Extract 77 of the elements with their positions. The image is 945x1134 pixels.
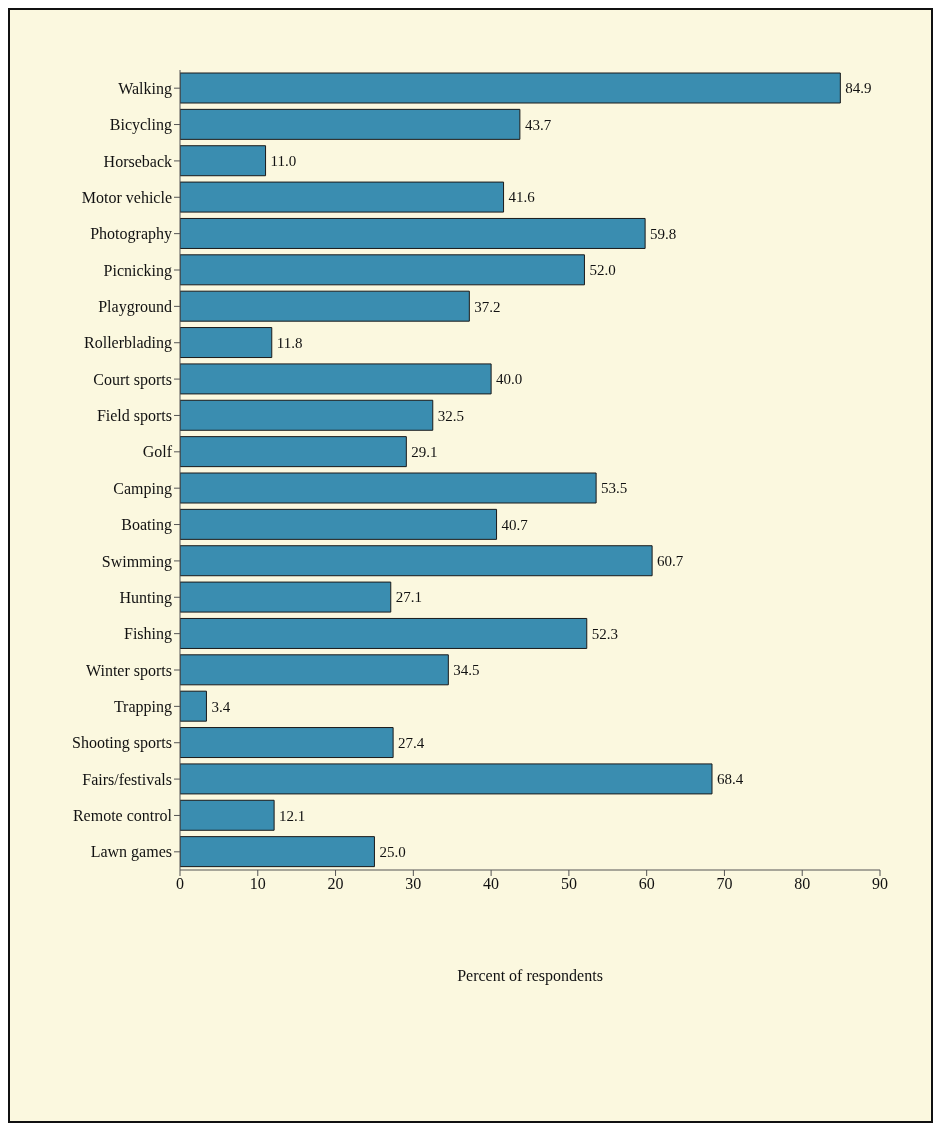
data-label: 43.7 — [524, 116, 552, 133]
y-tick-label: Horseback — [103, 152, 172, 170]
y-tick-label: Swimming — [101, 552, 172, 571]
bar — [180, 436, 407, 468]
bar — [180, 327, 273, 359]
bar — [180, 217, 646, 249]
bar — [180, 363, 492, 395]
y-tick-label: Fishing — [123, 625, 172, 644]
y-tick-label: Camping — [113, 479, 172, 498]
data-label: 40.7 — [501, 516, 529, 533]
y-tick-label: Photography — [90, 225, 172, 244]
bar — [180, 654, 449, 686]
data-label: 37.2 — [474, 298, 501, 315]
data-label: 84.9 — [845, 80, 872, 97]
y-tick-label: Shooting sports — [71, 734, 172, 753]
data-label: 11.8 — [276, 334, 303, 351]
data-label: 11.0 — [270, 153, 297, 170]
data-label: 34.5 — [453, 662, 480, 679]
bar — [180, 399, 434, 431]
y-tick-label: Trapping — [113, 698, 172, 717]
data-label: 12.1 — [279, 807, 306, 824]
y-tick-label: Remote control — [72, 807, 173, 825]
data-label: 27.4 — [398, 734, 425, 751]
y-tick-label: Bicycling — [109, 116, 172, 135]
data-label: 29.1 — [411, 443, 438, 460]
bar — [180, 508, 498, 540]
y-tick-label: Hunting — [119, 588, 172, 607]
bar — [180, 145, 267, 177]
bar — [180, 472, 597, 504]
bar — [180, 545, 653, 577]
bar — [180, 690, 207, 722]
data-label: 53.5 — [601, 480, 628, 497]
bar — [180, 108, 521, 140]
x-tick-label: 0 — [176, 875, 184, 893]
y-tick-label: Fairs/festivals — [82, 770, 172, 788]
y-tick-label: Walking — [118, 79, 172, 98]
x-tick-label: 30 — [405, 875, 422, 893]
x-tick-label: 70 — [716, 875, 733, 893]
bar — [180, 581, 392, 613]
data-label: 32.5 — [437, 407, 465, 424]
data-label: 68.4 — [717, 771, 744, 788]
data-label: 60.7 — [657, 553, 684, 570]
y-tick-label: Winter sports — [85, 661, 172, 680]
y-tick-label: Court sports — [93, 370, 172, 389]
bar — [180, 290, 470, 322]
data-label: 59.8 — [650, 225, 677, 242]
bar — [180, 181, 505, 213]
data-label: 25.0 — [379, 843, 406, 860]
bar — [180, 763, 713, 795]
bar — [180, 727, 394, 759]
y-tick-label: Playground — [98, 298, 172, 317]
x-tick-label: 90 — [872, 875, 888, 893]
x-axis-title: Percent of respondents — [457, 967, 603, 986]
y-tick-label: Picnicking — [103, 261, 172, 280]
bar — [180, 799, 275, 831]
bar — [180, 617, 588, 649]
data-label: 52.3 — [591, 625, 619, 642]
x-tick-label: 50 — [560, 875, 577, 893]
data-label: 3.4 — [211, 698, 231, 715]
x-tick-label: 80 — [794, 875, 811, 893]
bar — [180, 72, 841, 104]
y-tick-label: Golf — [142, 443, 173, 461]
y-tick-label: Motor vehicle — [81, 188, 172, 206]
data-label: 40.0 — [496, 371, 523, 388]
data-label: 52.0 — [589, 262, 616, 279]
x-tick-label: 60 — [638, 875, 655, 893]
y-tick-label: Rollerblading — [84, 334, 172, 353]
data-label: 41.6 — [508, 189, 536, 206]
bar — [180, 254, 585, 286]
y-tick-label: Lawn games — [90, 843, 172, 862]
x-tick-label: 20 — [327, 875, 344, 893]
data-label: 27.1 — [395, 589, 423, 606]
y-tick-label: Field sports — [96, 407, 172, 426]
bar — [180, 836, 375, 868]
x-tick-label: 40 — [483, 875, 500, 893]
x-tick-label: 10 — [249, 875, 266, 893]
y-tick-label: Boating — [121, 516, 172, 535]
